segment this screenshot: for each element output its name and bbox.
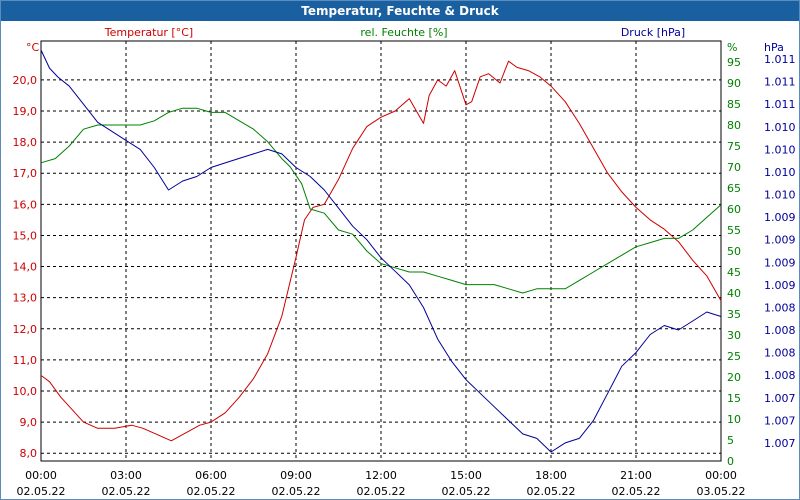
y-tick-pressure: 1.007 [764,437,796,450]
x-tick-date: 02.05.22 [612,485,661,498]
y-tick-humidity: 25 [727,350,741,363]
legend-temperature: Temperatur [°C] [104,26,193,39]
x-tick-date: 02.05.22 [102,485,151,498]
y-tick-pressure: 1.008 [764,324,796,337]
y-tick-temperature: 19,0 [13,105,38,118]
y-tick-pressure: 1.010 [764,166,796,179]
y-tick-temperature: 9,0 [20,416,38,429]
y-tick-humidity: 85 [727,98,741,111]
unit-pressure: hPa [764,41,784,54]
y-tick-pressure: 1.009 [764,256,796,269]
y-tick-temperature: 12,0 [13,323,38,336]
y-tick-temperature: 11,0 [13,354,38,367]
series-lines [40,49,722,453]
tick-labels: 00:00 02.05.22 03:00 02.05.22 06:00 02.05.22 0… [13,53,796,498]
x-tick-time: 18:00 [535,469,567,482]
y-tick-pressure: 1.011 [764,98,796,111]
series-line-pressure [40,49,722,453]
y-tick-pressure: 1.010 [764,189,796,202]
x-tick-time: 15:00 [450,469,482,482]
y-tick-temperature: 10,0 [13,385,38,398]
y-tick-humidity: 45 [727,266,741,279]
y-tick-humidity: 95 [727,56,741,69]
x-tick-time: 06:00 [195,469,227,482]
y-tick-pressure: 1.010 [764,121,796,134]
y-tick-pressure: 1.010 [764,143,796,156]
y-tick-humidity: 80 [727,119,741,132]
grid-lines [40,41,722,461]
y-tick-temperature: 14,0 [13,261,38,274]
y-tick-pressure: 1.008 [764,369,796,382]
y-tick-humidity: 70 [727,161,741,174]
unit-humidity: % [727,41,737,54]
y-tick-humidity: 10 [727,413,741,426]
legend-humidity: rel. Feuchte [%] [360,26,447,39]
y-tick-humidity: 5 [727,434,734,447]
y-tick-pressure: 1.011 [764,76,796,89]
y-tick-humidity: 15 [727,392,741,405]
series-line-temperature [40,60,722,442]
y-tick-humidity: 75 [727,140,741,153]
y-tick-humidity: 30 [727,329,741,342]
x-tick-time: 00:00 [25,469,57,482]
x-tick-date: 02.05.22 [442,485,491,498]
y-tick-pressure: 1.009 [764,279,796,292]
y-tick-humidity: 65 [727,182,741,195]
x-tick-time: 03:00 [110,469,142,482]
x-tick-date: 02.05.22 [272,485,321,498]
x-tick-time: 00:00 [705,469,737,482]
y-tick-temperature: 18,0 [13,136,38,149]
legend-pressure: Druck [hPa] [621,26,685,39]
x-tick-date: 02.05.22 [527,485,576,498]
y-tick-pressure: 1.008 [764,301,796,314]
y-tick-temperature: 13,0 [13,292,38,305]
y-tick-pressure: 1.007 [764,392,796,405]
x-tick-date: 02.05.22 [17,485,66,498]
y-tick-humidity: 35 [727,308,741,321]
y-tick-humidity: 40 [727,287,741,300]
y-tick-humidity: 55 [727,224,741,237]
y-tick-humidity: 60 [727,203,741,216]
y-tick-pressure: 1.008 [764,347,796,360]
y-tick-humidity: 90 [727,77,741,90]
x-tick-time: 09:00 [280,469,312,482]
y-tick-pressure: 1.009 [764,211,796,224]
y-tick-pressure: 1.009 [764,234,796,247]
y-tick-humidity: 20 [727,371,741,384]
x-tick-time: 21:00 [620,469,652,482]
y-tick-pressure: 1.011 [764,53,796,66]
x-tick-time: 12:00 [365,469,397,482]
y-tick-temperature: 15,0 [13,229,38,242]
y-tick-humidity: 0 [727,455,734,468]
unit-temperature: °C [26,41,40,54]
y-tick-temperature: 8,0 [20,447,38,460]
x-tick-date: 02.05.22 [187,485,236,498]
y-tick-humidity: 50 [727,245,741,258]
series-line-humidity [40,107,722,294]
y-tick-temperature: 17,0 [13,167,38,180]
y-tick-temperature: 16,0 [13,198,38,211]
x-tick-date: 02.05.22 [357,485,406,498]
x-tick-date: 03.05.22 [697,485,746,498]
y-tick-pressure: 1.007 [764,414,796,427]
chart-title: Temperatur, Feuchte & Druck [1,1,799,21]
y-tick-temperature: 20,0 [13,74,38,87]
